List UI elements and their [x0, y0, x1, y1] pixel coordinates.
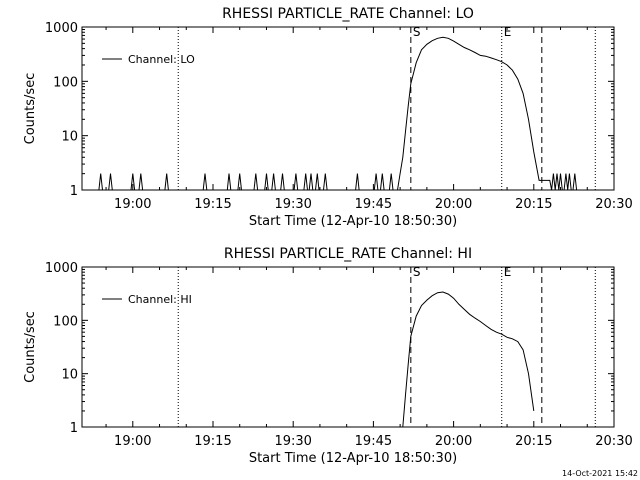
x-tick-label: 19:30 [274, 197, 311, 212]
y-axis-label: Counts/sec [23, 311, 38, 383]
y-tick-label: 1 [70, 421, 78, 436]
chart-title: RHESSI PARTICLE_RATE Channel: HI [224, 246, 472, 262]
y-tick-label: 1000 [45, 261, 78, 276]
x-tick-label: 19:15 [194, 197, 231, 212]
series-line [82, 36, 614, 191]
y-tick-label: 1 [70, 184, 78, 199]
series-line [402, 291, 535, 428]
x-tick-label: 20:15 [515, 197, 552, 212]
plot-frame [81, 26, 615, 191]
marker-label: S [413, 265, 421, 279]
y-tick-label: 100 [53, 314, 78, 329]
x-tick-label: 20:30 [595, 434, 632, 449]
y-tick-label: 1000 [45, 21, 78, 36]
marker-label: S [413, 25, 421, 39]
x-tick-label: 19:00 [114, 197, 151, 212]
y-axis-label: Counts/sec [23, 73, 38, 145]
timestamp-footer: 14-Oct-2021 15:42 [562, 469, 638, 478]
x-axis-label: Start Time (12-Apr-10 18:50:30) [249, 214, 457, 229]
x-tick-label: 19:15 [194, 434, 231, 449]
plot-frame [81, 266, 615, 428]
x-tick-label: 19:45 [355, 434, 392, 449]
marker-label: E [504, 25, 512, 39]
legend-label: Channel: HI [128, 293, 192, 306]
x-tick-label: 20:30 [595, 197, 632, 212]
x-tick-label: 19:00 [114, 434, 151, 449]
chart-title: RHESSI PARTICLE_RATE Channel: LO [222, 6, 474, 22]
y-tick-label: 10 [61, 368, 78, 383]
y-tick-label: 100 [53, 75, 78, 90]
x-axis-label: Start Time (12-Apr-10 18:50:30) [249, 451, 457, 466]
x-tick-label: 20:00 [435, 434, 472, 449]
y-tick-label: 10 [61, 130, 78, 145]
legend-label: Channel: LO [128, 53, 195, 66]
x-tick-label: 19:45 [355, 197, 392, 212]
x-tick-label: 20:15 [515, 434, 552, 449]
x-tick-label: 20:00 [435, 197, 472, 212]
marker-label: E [504, 265, 512, 279]
x-tick-label: 19:30 [274, 434, 311, 449]
